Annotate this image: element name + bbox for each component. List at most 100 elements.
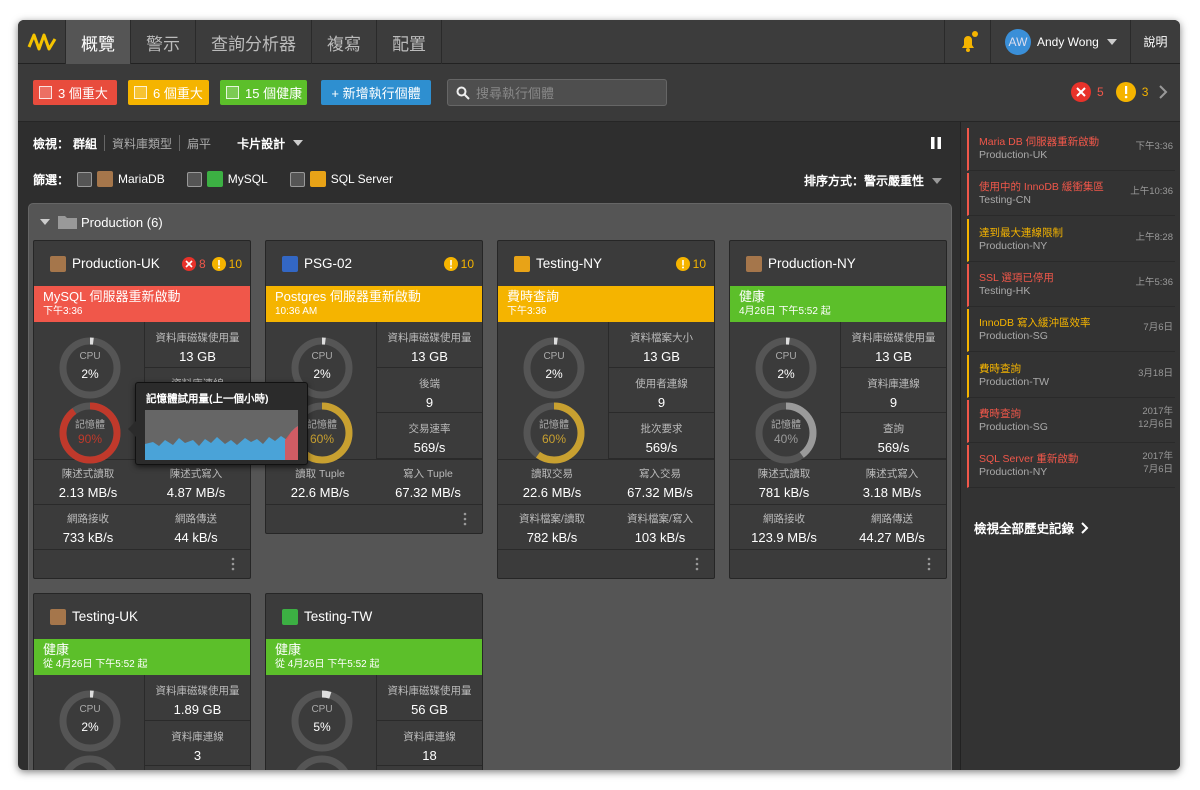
instance-card[interactable]: Testing-TW 健康從 4月26日 下午5:52 起 CPU 5% 記憶體 資料庫磁… xyxy=(265,593,483,770)
gauges: CPU 2% 記憶體 40% xyxy=(730,322,840,464)
nav-tab[interactable]: 複寫 xyxy=(312,20,377,64)
metric: 查詢 569/s xyxy=(840,413,946,460)
status-bar: Postgres 伺服器重新啟動 10:36 AM xyxy=(266,286,482,322)
gauge: CPU 2% xyxy=(754,336,818,400)
search-box[interactable]: 搜尋執行個體 xyxy=(447,79,667,106)
warning-badge: 10 xyxy=(211,256,242,271)
metric: 網路接收 123.9 MB/s xyxy=(730,504,838,549)
group-header[interactable]: Production (6) xyxy=(39,214,163,230)
gauge: 記憶體 60% xyxy=(522,401,586,465)
instance-card[interactable]: PSG-02 10 Postgres 伺服器重新啟動 10:36 AM CPU 2% 記憶體… xyxy=(265,240,483,534)
metric-label: 後端 xyxy=(419,377,440,390)
warning-count: 10 xyxy=(460,256,474,271)
status-filter-button[interactable]: 6 個重大 xyxy=(128,80,209,105)
status-title: 健康 xyxy=(43,642,70,657)
status-filter-button[interactable]: 3 個重大 xyxy=(33,80,117,105)
metric-label: 陳述式寫入 xyxy=(169,468,223,480)
alert-item[interactable]: 達到最大連線限制 Production-NY 上午8:28 xyxy=(967,218,1175,262)
metric-value: 1.89 GB xyxy=(173,702,222,717)
more-menu[interactable] xyxy=(926,557,932,571)
more-menu[interactable] xyxy=(462,512,468,526)
metric: 陳述式讀取 2.13 MB/s xyxy=(34,459,142,504)
metric-label: 陳述式寫入 xyxy=(865,468,919,480)
db-icon xyxy=(50,608,66,625)
metric-label: 網路傳送 xyxy=(175,513,217,525)
view-option[interactable]: 扁平 xyxy=(187,136,212,151)
user-menu[interactable]: AW Andy Wong xyxy=(990,20,1130,63)
warning-badge: 10 xyxy=(675,256,706,271)
alert-item[interactable]: InnoDB 寫入緩沖區效率 Production-SG 7月6日 xyxy=(967,309,1175,353)
nav-tab[interactable]: 查詢分析器 xyxy=(196,20,312,64)
metric: 資料庫連線 3 xyxy=(144,720,250,767)
instance-card[interactable]: Testing-UK 健康從 4月26日 下午5:52 起 CPU 2% 記憶體 資料庫磁… xyxy=(33,593,251,770)
metric-value: 13 GB xyxy=(411,349,448,364)
time-line: 2017年 xyxy=(1142,451,1173,463)
gauge-arc xyxy=(59,337,121,399)
metric-label: 讀取 Tuple xyxy=(295,468,345,480)
instance-name: Production-NY xyxy=(768,256,856,271)
metric-label: 資料庫磁碟使用量 xyxy=(387,685,472,697)
alert-item[interactable]: 費時查詢 Production-TW 3月18日 xyxy=(967,354,1175,398)
nav-tab[interactable]: 配置 xyxy=(377,20,442,64)
metric: 網路接收 733 kB/s xyxy=(34,504,142,549)
help[interactable]: 說明 xyxy=(1130,20,1180,63)
view-option[interactable]: 群組 xyxy=(73,136,98,151)
card-metrics: CPU 2% 記憶體 60% 資料庫磁碟使用量 13 GB 後端 9 交易速率 569/s xyxy=(266,322,482,464)
metric-value: 18 xyxy=(422,747,437,763)
gauge-arc xyxy=(59,402,121,464)
more-menu[interactable] xyxy=(230,557,236,571)
alert-item[interactable]: SSL 選項已停用 Testing-HK 上午5:36 xyxy=(967,263,1175,307)
alert-item[interactable]: Maria DB 伺服器重新啟動 Production-UK 下午3:36 xyxy=(967,128,1175,171)
alert-instance: Production-UK xyxy=(979,149,1048,161)
checkbox[interactable] xyxy=(289,171,305,187)
status-bar: 健康 4月26日 下午5:52 起 xyxy=(730,286,946,322)
metric-label: 資料檔案/寫入 xyxy=(627,513,693,525)
view-history-link[interactable]: 檢視全部歷史記錄 xyxy=(974,518,1090,537)
gauges: CPU 2% 記憶體 90% xyxy=(34,322,144,464)
alert-summary[interactable]: 5 3 xyxy=(1071,82,1168,102)
instance-card[interactable]: Testing-NY 10 費時查詢 下午3:36 CPU 2% 記憶體 60% 資料檔案大小 1… xyxy=(497,240,715,579)
metric-value: 13 GB xyxy=(643,349,680,364)
gauge-value: 2% xyxy=(777,367,795,381)
alert-item[interactable]: SQL Server 重新啟動 Production-NY 2017年 7月6日 xyxy=(967,445,1175,489)
gauge-label: 記憶體 xyxy=(539,420,569,431)
nav-tab[interactable]: 警示 xyxy=(131,20,196,64)
metric-value: 67.32 MB/s xyxy=(395,485,461,500)
db-icon xyxy=(282,255,298,272)
status-title: 費時查詢 xyxy=(507,289,560,304)
metric-value: 22.6 MB/s xyxy=(522,485,582,500)
pause-button[interactable] xyxy=(930,136,942,155)
error-badge: 8 xyxy=(181,256,206,271)
alert-item[interactable]: 費時查詢 Production-SG 2017年 12月6日 xyxy=(967,399,1175,443)
metric: 陳述式寫入 4.87 MB/s xyxy=(142,459,250,504)
design-menu[interactable]: 卡片設計 xyxy=(237,135,304,152)
gauge: CPU 5% xyxy=(290,689,354,753)
add-instance-button[interactable]: + 新增執行個體 xyxy=(321,80,431,105)
metric-label: 網路接收 xyxy=(763,513,805,525)
more-menu[interactable] xyxy=(694,557,700,571)
metric-value: 9 xyxy=(657,394,666,410)
status-subtitle: 10:36 AM xyxy=(275,306,318,317)
alert-item[interactable]: 使用中的 InnoDB 緩衝集區 Testing-CN 上午10:36 xyxy=(967,173,1175,217)
checkbox[interactable] xyxy=(77,171,93,187)
user-name: Andy Wong xyxy=(1037,34,1099,49)
tooltip: 記憶體試用量(上一個小時) xyxy=(128,382,308,465)
alert-title: Maria DB 伺服器重新啟動 xyxy=(979,136,1100,148)
gauge-label: CPU xyxy=(79,351,101,362)
logo[interactable] xyxy=(18,20,66,64)
notifications[interactable] xyxy=(944,20,990,63)
checkbox[interactable] xyxy=(186,171,202,187)
sort-menu[interactable]: 排序方式：警示嚴重性 xyxy=(804,172,942,189)
gauge-value: 2% xyxy=(81,720,99,734)
status-filter-button[interactable]: 15 個健康 xyxy=(220,80,307,105)
instance-card[interactable]: Production-NY 健康 4月26日 下午5:52 起 CPU 2% 記憶體 40%… xyxy=(729,240,947,579)
alert-time: 下午3:36 xyxy=(1136,140,1174,153)
nav-tab[interactable]: 概覽 xyxy=(66,20,131,64)
metric: 讀取 Tuple 22.6 MB/s xyxy=(266,459,374,504)
alert-time: 7月6日 xyxy=(1143,321,1173,334)
view-option[interactable]: 資料庫類型 xyxy=(112,136,173,151)
gauge-ring xyxy=(755,337,817,399)
gauge-ring xyxy=(59,690,121,752)
metric-label: 資料庫連線 xyxy=(867,377,920,390)
alert-time: 上午10:36 xyxy=(1130,185,1173,198)
